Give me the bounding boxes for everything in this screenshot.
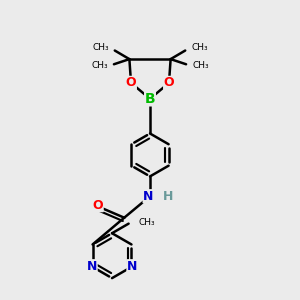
Text: O: O [92, 199, 103, 212]
Text: CH₃: CH₃ [191, 43, 208, 52]
Text: O: O [126, 76, 136, 89]
Text: CH₃: CH₃ [139, 218, 155, 227]
Text: B: B [145, 92, 155, 106]
Text: O: O [164, 76, 174, 89]
Text: H: H [163, 190, 173, 203]
Text: CH₃: CH₃ [92, 43, 109, 52]
Text: N: N [127, 260, 137, 273]
Text: N: N [143, 190, 154, 203]
Text: CH₃: CH₃ [192, 61, 209, 70]
Text: CH₃: CH₃ [91, 61, 108, 70]
Text: N: N [87, 260, 97, 273]
